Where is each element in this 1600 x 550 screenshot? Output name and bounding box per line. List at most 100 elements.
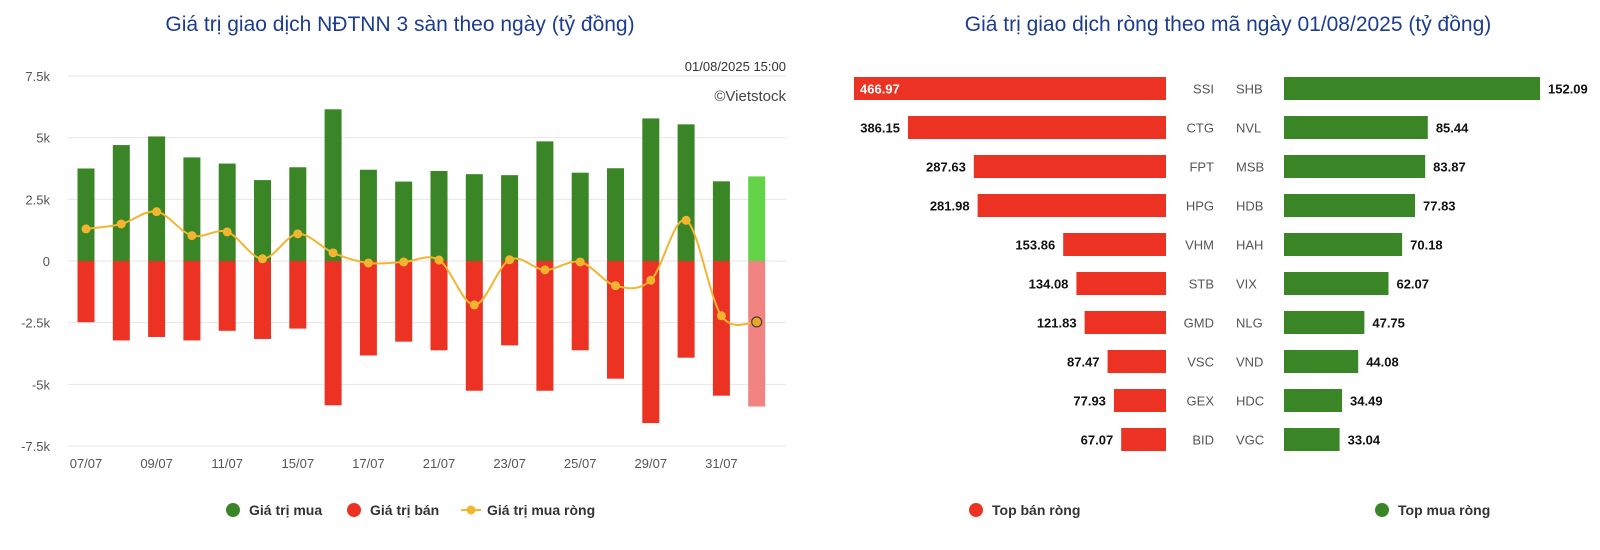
- buy-net-bar: [1284, 389, 1343, 412]
- legend-buy-marker: [226, 503, 240, 517]
- sell-net-value-label: 121.83: [1037, 316, 1077, 331]
- buy-bar: [395, 181, 413, 261]
- buy-ticker-label: VIX: [1236, 277, 1257, 292]
- buy-net-bar: [1284, 428, 1340, 451]
- left-chart-net-line: [81, 207, 763, 328]
- net-point: [434, 255, 444, 265]
- net-point: [540, 265, 550, 275]
- buy-net-value-label: 34.49: [1350, 394, 1383, 409]
- sell-ticker-label: GEX: [1187, 394, 1215, 409]
- sell-net-value-label: 281.98: [930, 199, 970, 214]
- right-chart-legend: Top bán ròng Top mua ròng: [969, 502, 1490, 518]
- sell-bar: [642, 261, 660, 424]
- buy-net-value-label: 33.04: [1348, 433, 1381, 448]
- left-chart-title: Giá trị giao dịch NĐTNN 3 sàn theo ngày …: [165, 13, 634, 36]
- buy-net-value-label: 62.07: [1396, 277, 1429, 292]
- legend-top-buy-label: Top mua ròng: [1398, 502, 1490, 518]
- buy-net-bar: [1284, 350, 1359, 373]
- sell-net-bar: [1113, 389, 1166, 412]
- sell-net-bar: [1063, 233, 1166, 256]
- buy-net-value-label: 47.75: [1372, 316, 1405, 331]
- sell-net-bar: [1107, 350, 1166, 373]
- buy-bar: [218, 163, 236, 261]
- sell-bar: [430, 261, 448, 351]
- buy-bar: [571, 172, 589, 261]
- buy-ticker-label: NLG: [1236, 316, 1263, 331]
- buy-bar: [254, 180, 271, 261]
- y-tick-label: 5k: [36, 131, 50, 146]
- buy-bar: [501, 175, 519, 261]
- sell-net-bar: [854, 77, 1166, 100]
- sell-net-bar: [973, 155, 1166, 178]
- y-tick-label: -2.5k: [21, 316, 50, 331]
- net-point: [258, 254, 267, 264]
- sell-bar: [465, 261, 483, 391]
- buy-bar: [359, 169, 377, 261]
- buy-net-value-label: 70.18: [1410, 238, 1443, 253]
- net-point: [399, 257, 409, 267]
- sell-bar: [359, 261, 377, 356]
- net-point: [716, 311, 726, 321]
- net-point: [681, 215, 691, 225]
- net-point: [116, 219, 126, 229]
- sell-bar: [748, 261, 766, 407]
- left-chart-x-axis: 07/07 09/07 11/07 15/07 17/07 21/07 23/07 25/07…: [70, 456, 738, 471]
- sell-bar: [112, 261, 130, 341]
- net-point: [611, 281, 620, 291]
- sell-bar: [677, 261, 695, 358]
- x-tick-label: 23/07: [493, 456, 526, 471]
- net-point: [363, 258, 373, 268]
- buy-bar: [465, 174, 483, 261]
- x-tick-label: 29/07: [635, 456, 668, 471]
- right-chart-title: Giá trị giao dịch ròng theo mã ngày 01/0…: [965, 13, 1492, 36]
- sell-net-bar: [907, 116, 1166, 139]
- buy-ticker-label: MSB: [1236, 160, 1264, 175]
- sell-ticker-label: STB: [1189, 277, 1214, 292]
- buy-net-bar: [1284, 155, 1426, 178]
- y-tick-label: -5k: [32, 377, 51, 392]
- buy-net-value-label: 77.83: [1423, 199, 1456, 214]
- sell-net-bar: [977, 194, 1166, 217]
- left-chart-legend: Giá trị mua Giá trị bán Giá trị mua ròng: [226, 502, 595, 518]
- right-chart-bars: 466.97 SSI SHB 152.09 386.15 CTG NVL 85.44 287.6…: [854, 77, 1588, 451]
- buy-net-value-label: 85.44: [1436, 121, 1469, 136]
- sell-net-value-label: 287.63: [926, 160, 966, 175]
- y-tick-label: 0: [43, 254, 50, 269]
- sell-net-bar: [1084, 311, 1166, 334]
- sell-bar: [77, 261, 95, 323]
- sell-bar: [254, 261, 271, 339]
- sell-bar: [536, 261, 554, 391]
- buy-ticker-label: VGC: [1236, 433, 1264, 448]
- sell-ticker-label: HPG: [1186, 199, 1214, 214]
- buy-bar: [324, 109, 342, 261]
- buy-net-bar: [1284, 77, 1540, 100]
- buy-net-bar: [1284, 272, 1389, 295]
- sell-bar: [324, 261, 342, 406]
- buy-ticker-label: SHB: [1236, 82, 1263, 97]
- sell-bar: [395, 261, 413, 342]
- sell-ticker-label: GMD: [1184, 316, 1214, 331]
- buy-bar: [289, 167, 307, 261]
- buy-bar: [748, 176, 766, 261]
- buy-ticker-label: HDB: [1236, 199, 1263, 214]
- sell-bar: [183, 261, 201, 341]
- x-tick-label: 09/07: [140, 456, 173, 471]
- buy-bar: [77, 168, 95, 261]
- legend-sell-marker: [347, 503, 361, 517]
- sell-bar: [712, 261, 730, 396]
- left-chart-source: ©Vietstock: [714, 88, 786, 105]
- legend-buy-label: Giá trị mua: [249, 502, 322, 518]
- left-chart-bars: [77, 109, 766, 424]
- buy-bar: [642, 118, 660, 261]
- y-tick-label: 2.5k: [25, 192, 50, 207]
- sell-ticker-label: SSI: [1193, 82, 1214, 97]
- buy-net-bar: [1284, 116, 1428, 139]
- left-chart-y-axis: 7.5k 5k 2.5k 0 -2.5k -5k -7.5k: [21, 69, 50, 454]
- buy-ticker-label: HAH: [1236, 238, 1263, 253]
- net-point: [152, 207, 162, 217]
- net-point: [187, 231, 197, 241]
- x-tick-label: 17/07: [352, 456, 385, 471]
- buy-net-value-label: 44.08: [1366, 355, 1399, 370]
- buy-bar: [183, 157, 201, 261]
